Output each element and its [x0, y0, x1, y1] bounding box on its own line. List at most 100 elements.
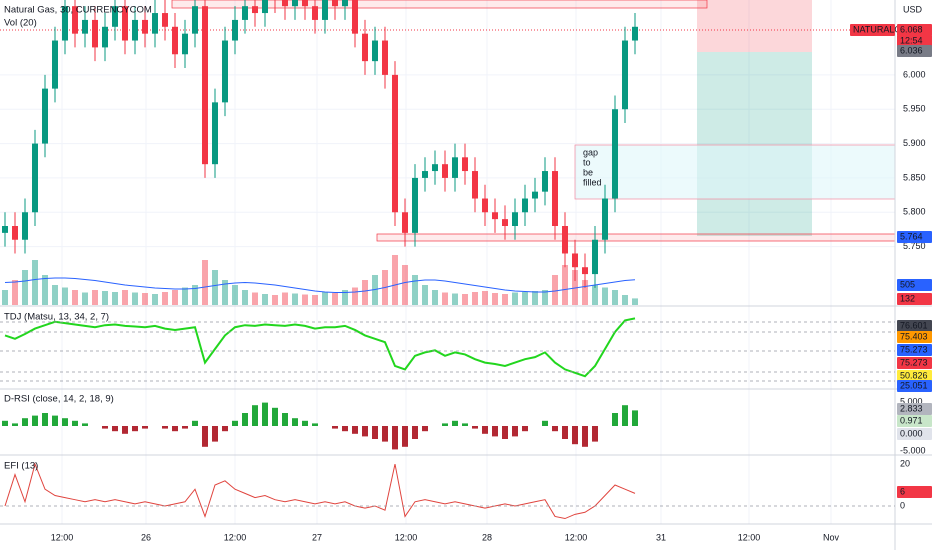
volume-bar: [12, 280, 18, 305]
price-badge: [897, 415, 932, 427]
x-tick-label: 26: [141, 532, 151, 542]
candle-body: [232, 19, 238, 41]
histogram-bar: [582, 426, 588, 447]
price-badge: [897, 320, 932, 332]
volume-bar: [592, 285, 598, 305]
position-stop-zone: [697, 0, 812, 52]
candle-body: [12, 226, 18, 240]
x-tick-label: 12:00: [738, 532, 761, 542]
volume-bar: [202, 260, 208, 305]
histogram-bar: [242, 413, 248, 426]
candle-body: [442, 164, 448, 178]
volume-bar: [482, 291, 488, 305]
histogram-bar: [302, 420, 308, 426]
volume-bar: [582, 280, 588, 305]
x-tick-label: 27: [312, 532, 322, 542]
candle-body: [252, 6, 258, 14]
volume-bar: [102, 291, 108, 305]
candle-body: [142, 19, 148, 34]
histogram-bar: [262, 402, 268, 426]
volume-bar: [542, 290, 548, 305]
candle-body: [452, 157, 458, 178]
volume-bar: [462, 294, 468, 305]
volume-bar: [472, 292, 478, 305]
volume-bar: [112, 292, 118, 305]
histogram-bar: [572, 426, 578, 445]
candle-body: [362, 33, 368, 62]
volume-bar: [32, 260, 38, 305]
candle-body: [62, 6, 68, 41]
volume-bar: [552, 275, 558, 305]
price-badge-label: 50.826: [900, 370, 928, 380]
x-tick-label: 12:00: [224, 532, 247, 542]
candle-body: [372, 40, 378, 62]
x-tick-label: 12:00: [51, 532, 74, 542]
currency-label: USD: [903, 4, 923, 14]
volume-bar: [602, 287, 608, 305]
price-badge-label: 6: [900, 486, 905, 496]
candle-body: [422, 171, 428, 178]
candle-body: [172, 26, 178, 55]
candle-body: [72, 6, 78, 34]
candle-body: [502, 219, 508, 227]
histogram-bar: [2, 420, 8, 426]
indicator-line: [4, 462, 636, 520]
candle-body: [412, 177, 418, 233]
candle-body: [392, 74, 398, 213]
histogram-bar: [552, 426, 558, 432]
price-badge-label: 75.273: [900, 357, 928, 367]
price-badge-label: 6.036: [900, 45, 923, 55]
histogram-bar: [492, 426, 498, 437]
candle-body: [182, 33, 188, 55]
volume-bar: [242, 290, 248, 305]
candle-body: [462, 157, 468, 172]
price-badge-label: 0.971: [900, 415, 923, 425]
price-badge: [897, 45, 932, 57]
candle-body: [222, 40, 228, 103]
histogram-bar: [472, 426, 478, 429]
annotation-text: filled: [583, 177, 602, 187]
histogram-bar: [312, 423, 318, 426]
candle-body: [192, 6, 198, 34]
histogram-bar: [292, 418, 298, 426]
candle-body: [562, 226, 568, 254]
volume-bar: [312, 295, 318, 305]
candle-body: [212, 102, 218, 165]
price-badge-label: 505: [900, 279, 915, 289]
candle-body: [342, 0, 348, 7]
price-badge: [897, 486, 932, 498]
histogram-bar: [82, 423, 88, 426]
histogram-bar: [192, 420, 198, 426]
candle-body: [482, 198, 488, 213]
volume-bar: [222, 280, 228, 305]
price-badge: [897, 380, 932, 392]
price-badge: [897, 24, 932, 36]
price-badge-label: 12:54: [900, 35, 923, 45]
candle-body: [132, 19, 138, 41]
candle-body: [492, 212, 498, 220]
histogram-bar: [352, 426, 358, 434]
histogram-bar: [42, 413, 48, 426]
price-badge-label: 5.000: [900, 396, 923, 406]
volume-ma-line: [4, 277, 636, 293]
price-badge-label: 0.000: [900, 428, 923, 438]
candle-body: [382, 40, 388, 75]
histogram-bar: [632, 410, 638, 426]
volume-bar: [562, 265, 568, 305]
candle-body: [292, 0, 298, 7]
volume-bar: [252, 292, 258, 305]
candle-body: [522, 198, 528, 213]
price-badge-label: 75.273: [900, 344, 928, 354]
histogram-bar: [22, 418, 28, 426]
candle-body: [202, 6, 208, 165]
volume-bar: [612, 290, 618, 305]
histogram-bar: [392, 426, 398, 450]
volume-bar: [92, 290, 98, 305]
candle-body: [282, 0, 288, 7]
price-badge-label: NATURALGAS: [853, 24, 913, 34]
price-badge-label: 5.764: [900, 231, 923, 241]
histogram-bar: [382, 426, 388, 442]
candle-body: [332, 0, 338, 7]
volume-bar: [332, 293, 338, 305]
histogram-bar: [482, 426, 488, 434]
